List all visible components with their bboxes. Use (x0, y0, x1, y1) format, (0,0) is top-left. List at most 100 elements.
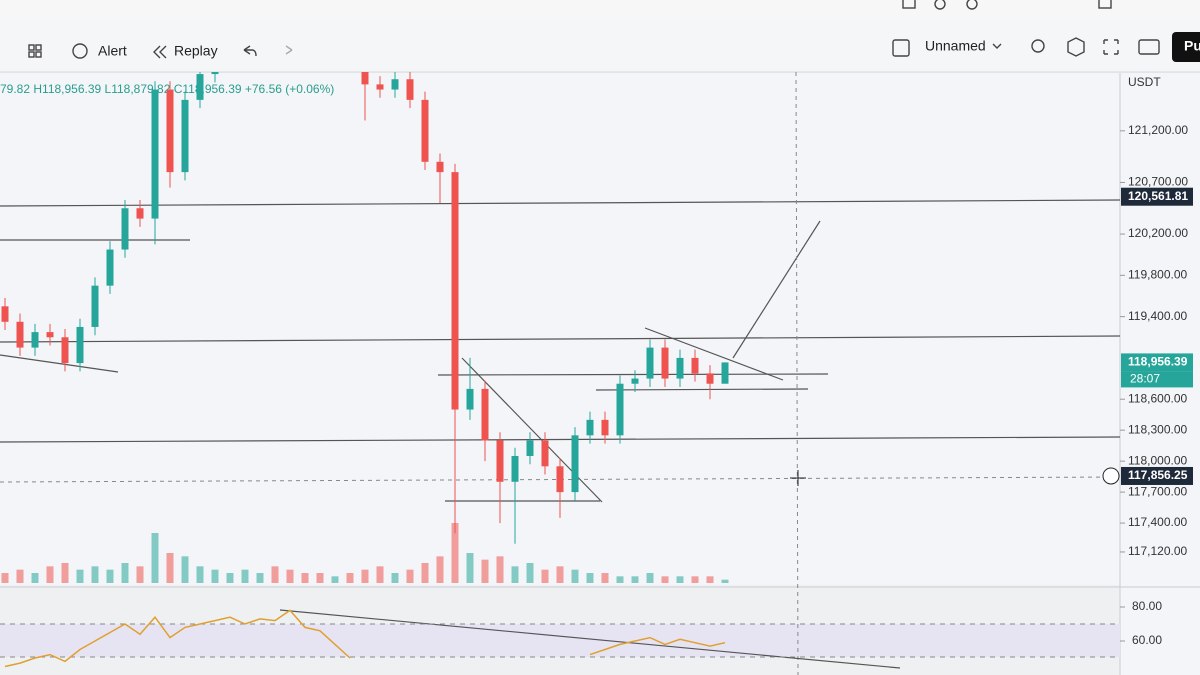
volume-bar (241, 569, 249, 583)
ohlc-legend: 79.82 H118,956.39 L118,879.82 C118,956.3… (0, 82, 334, 96)
price-marker-label: 117,856.25 (1128, 468, 1188, 482)
fullscreen-icon[interactable] (1103, 39, 1119, 55)
candle-body (361, 72, 369, 85)
projection-line (732, 220, 821, 359)
candle-body (526, 440, 534, 456)
y-tick-label: 117,120.00 (1128, 544, 1187, 558)
volume-bar (331, 576, 339, 583)
y-tick-label: 118,600.00 (1128, 391, 1187, 405)
volume-bar (526, 563, 534, 583)
volume-bar (211, 569, 219, 583)
candle-body (451, 172, 459, 410)
candle-body (676, 357, 684, 379)
candle-body (76, 326, 84, 364)
candle-body (496, 440, 504, 482)
candle-body (151, 89, 159, 219)
volume-bar (256, 573, 264, 583)
volume-bar (421, 563, 429, 583)
redo-icon[interactable] (285, 45, 293, 55)
volume-bar (556, 566, 564, 583)
icon (28, 44, 35, 51)
settings-icon[interactable] (1067, 37, 1085, 57)
price-marker (1121, 187, 1193, 206)
candle-body (181, 99, 189, 173)
candle-body (541, 440, 549, 467)
cursor (790, 470, 806, 486)
icon (35, 51, 42, 58)
volume-bar (391, 573, 399, 583)
y-tick-label: 120,200.00 (1128, 226, 1188, 240)
candle-body (91, 285, 99, 327)
volume-bar (91, 566, 99, 583)
h-line (437, 373, 829, 376)
volume-bar (616, 576, 624, 583)
candle-body (691, 357, 699, 374)
candle-body (136, 208, 144, 219)
volume-bar (586, 573, 594, 583)
candle-body (106, 249, 114, 286)
y-tick-label: 117,700.00 (1128, 484, 1187, 498)
volume-bar (511, 566, 519, 583)
icon (934, 0, 946, 10)
h-line (0, 199, 1120, 207)
volume-bar (721, 579, 729, 583)
candle-body (481, 388, 489, 441)
y-tick-label: 120,700.00 (1128, 175, 1188, 189)
candle-body (511, 455, 519, 482)
icon (28, 51, 35, 58)
volume-bar (346, 573, 354, 583)
volume-bar (571, 569, 579, 583)
crosshair-add (1102, 467, 1120, 485)
y-tick-label: 60.00 (1132, 633, 1162, 647)
candle-body (16, 321, 24, 348)
volume-bar (181, 556, 189, 583)
volume-bar (406, 569, 414, 583)
candle-body (616, 383, 624, 436)
candle-body (586, 419, 594, 436)
dropdown-icon[interactable] (992, 43, 1002, 49)
candle-body (376, 84, 384, 90)
publish-label[interactable]: Pu (1184, 38, 1200, 54)
y-tick-label: 80.00 (1132, 599, 1162, 613)
volume-bar (286, 569, 294, 583)
candle-body (406, 79, 414, 100)
volume-bar (646, 573, 654, 583)
volume-bar (436, 556, 444, 583)
replay-button[interactable]: Replay (174, 43, 218, 59)
icon (35, 44, 42, 51)
undo-icon[interactable] (243, 45, 257, 57)
candle-body (556, 466, 564, 493)
candle-body (46, 332, 54, 338)
alert-button[interactable]: Alert (98, 43, 127, 59)
volume-bar (61, 563, 69, 583)
candle-body (31, 332, 39, 348)
volume-bar (1, 573, 9, 583)
volume-bar (166, 553, 174, 583)
currency-label: USDT (1128, 75, 1161, 89)
volume-bar (631, 576, 639, 583)
volume-bar (226, 573, 234, 583)
volume-bar (676, 576, 684, 583)
replay-icon[interactable] (153, 45, 167, 59)
publish-button[interactable] (1172, 32, 1200, 62)
checkbox[interactable] (892, 39, 910, 57)
screenshot-icon[interactable] (1138, 39, 1160, 55)
volume-bar (136, 566, 144, 583)
layout-name[interactable]: Unnamed (925, 38, 986, 54)
candle-body (646, 347, 654, 379)
volume-bar (31, 573, 39, 583)
volume-bar (361, 569, 369, 583)
candle-body (601, 419, 609, 436)
price-marker (1121, 353, 1193, 372)
candle-body (166, 89, 174, 173)
search-icon[interactable] (1031, 39, 1045, 53)
volume-bar (706, 576, 714, 583)
countdown-box (1121, 371, 1193, 388)
volume-bar (496, 556, 504, 583)
candle-body (631, 378, 639, 384)
volume-bar (316, 573, 324, 583)
alert-icon[interactable] (72, 43, 88, 59)
rsi-line (4, 609, 726, 668)
